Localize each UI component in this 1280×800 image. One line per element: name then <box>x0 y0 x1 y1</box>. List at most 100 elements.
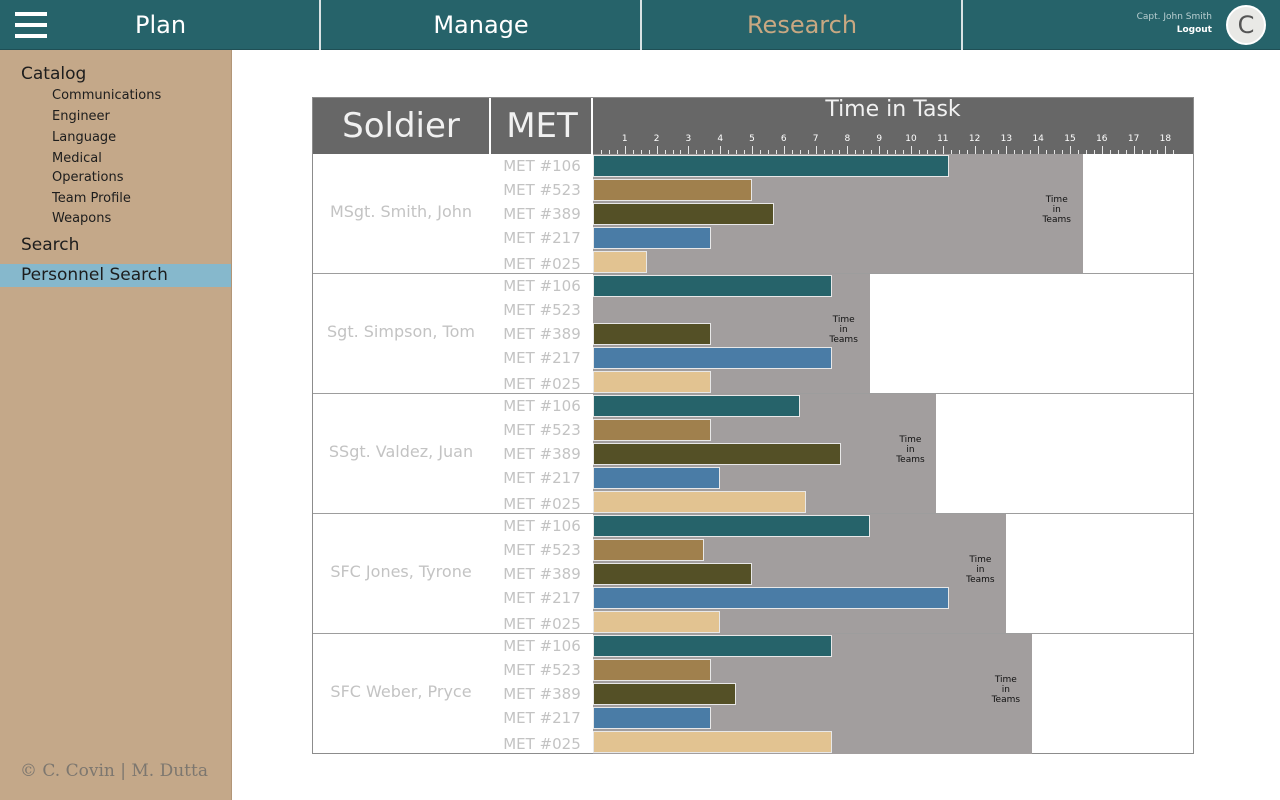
met-bar[interactable] <box>593 659 711 681</box>
soldier-name[interactable]: SSgt. Valdez, Juan <box>328 442 474 461</box>
x-tick-minor <box>696 150 698 154</box>
sidebar-item-catalog[interactable]: Catalog <box>21 64 87 84</box>
met-header: MET <box>491 98 593 154</box>
met-bar[interactable] <box>593 587 950 609</box>
met-label: MET #389 <box>503 685 581 703</box>
nav-divider <box>961 0 963 50</box>
met-bar[interactable] <box>593 683 737 705</box>
x-tick-minor <box>871 150 873 154</box>
x-tick-major <box>688 146 690 154</box>
soldier-name[interactable]: SFC Jones, Tyrone <box>330 562 472 581</box>
sidebar-item-communications[interactable]: Communications <box>52 88 162 103</box>
sidebar-item-team-profile[interactable]: Team Profile <box>52 191 131 206</box>
tab-plan[interactable]: Plan <box>134 11 187 39</box>
x-tick-major <box>911 146 912 154</box>
met-label: MET #025 <box>503 255 581 273</box>
time-in-teams-label: Time in Teams <box>1042 195 1071 225</box>
time-in-teams-label: Time in Teams <box>991 675 1021 705</box>
nav-divider <box>640 0 642 50</box>
met-bar[interactable] <box>593 563 752 585</box>
x-tick-minor <box>767 150 769 154</box>
x-tick-minor <box>1054 150 1056 154</box>
met-bar[interactable] <box>593 155 950 177</box>
time-in-task-title: Time in Task <box>825 97 961 122</box>
x-tick-major <box>1070 146 1071 154</box>
met-label: MET #389 <box>503 325 581 343</box>
logout-link[interactable]: Logout <box>1176 25 1212 35</box>
x-tick-minor <box>1093 150 1095 154</box>
met-bar[interactable] <box>593 419 711 441</box>
met-bar[interactable] <box>593 323 711 345</box>
hamburger-menu-icon[interactable] <box>0 0 62 50</box>
x-tick-label: 4 <box>717 134 724 144</box>
soldier-name[interactable]: Sgt. Simpson, Tom <box>327 322 475 341</box>
x-tick-minor <box>799 150 801 154</box>
sidebar-item-operations[interactable]: Operations <box>52 170 124 185</box>
time-in-teams-label: Time in Teams <box>896 435 925 465</box>
met-bar[interactable] <box>593 371 711 393</box>
x-tick-label: 15 <box>1064 134 1076 144</box>
x-tick-minor <box>1077 150 1079 154</box>
met-bar[interactable] <box>593 635 832 657</box>
soldier-header: Soldier <box>313 98 489 154</box>
tab-manage[interactable]: Manage <box>433 11 529 39</box>
met-bar[interactable] <box>593 251 648 273</box>
time-in-teams-label: Time in Teams <box>829 315 858 345</box>
sidebar-item-search[interactable]: Search <box>21 235 80 255</box>
met-bar[interactable] <box>593 491 807 513</box>
x-tick-minor <box>640 150 642 154</box>
met-bar[interactable] <box>593 395 800 417</box>
x-tick-minor <box>744 150 746 154</box>
avatar[interactable]: C <box>1226 5 1266 45</box>
x-tick-minor <box>1109 150 1111 154</box>
x-tick-minor <box>1141 150 1143 154</box>
sidebar-item-language[interactable]: Language <box>52 130 117 145</box>
x-tick-minor <box>839 150 841 154</box>
met-bar[interactable] <box>593 707 711 729</box>
met-bar[interactable] <box>593 227 711 249</box>
met-label: MET #523 <box>503 181 581 199</box>
met-label: MET #523 <box>503 661 581 679</box>
x-tick-minor <box>632 150 634 154</box>
tab-research[interactable]: Research <box>746 11 858 39</box>
x-tick-minor <box>1046 150 1048 154</box>
soldier-name[interactable]: MSgt. Smith, John <box>329 202 473 221</box>
met-bar[interactable] <box>593 539 705 561</box>
met-bar[interactable] <box>593 515 870 537</box>
sidebar-item-weapons[interactable]: Weapons <box>52 211 112 226</box>
sidebar-item-medical[interactable]: Medical <box>52 151 102 166</box>
met-bar[interactable] <box>593 203 775 225</box>
met-bar[interactable] <box>593 467 721 489</box>
met-label: MET #106 <box>503 157 581 175</box>
met-bar[interactable] <box>593 275 832 297</box>
sidebar: Catalog Communications Engineer Language… <box>0 50 232 800</box>
user-name: Capt. John Smith <box>1136 12 1212 22</box>
met-label: MET #389 <box>503 565 581 583</box>
x-tick-label: 13 <box>1000 134 1013 144</box>
x-tick-major <box>624 146 626 154</box>
row-divider <box>313 273 1193 274</box>
met-bar[interactable] <box>593 443 842 465</box>
x-tick-minor <box>998 150 1000 154</box>
x-tick-minor <box>759 150 761 154</box>
x-tick-minor <box>926 150 928 154</box>
copyright-text: © C. Covin | M. Dutta <box>20 761 208 781</box>
x-tick-minor <box>600 150 602 154</box>
x-tick-label: 12 <box>968 134 981 144</box>
x-tick-label: 16 <box>1096 134 1108 144</box>
x-tick-minor <box>680 150 682 154</box>
x-tick-minor <box>1125 150 1127 154</box>
met-bar[interactable] <box>593 611 721 633</box>
x-tick-minor <box>1062 150 1064 154</box>
met-bar[interactable] <box>593 179 752 201</box>
sidebar-item-personnel-search[interactable]: Personnel Search <box>0 264 231 287</box>
met-bar[interactable] <box>593 347 832 369</box>
met-bar[interactable] <box>593 731 832 753</box>
met-label: MET #217 <box>503 589 581 607</box>
x-tick-label: 10 <box>905 134 917 144</box>
met-label: MET #106 <box>503 277 581 295</box>
sidebar-item-engineer[interactable]: Engineer <box>52 109 110 124</box>
x-tick-major <box>1165 146 1167 154</box>
soldier-name[interactable]: SFC Weber, Pryce <box>330 682 472 701</box>
